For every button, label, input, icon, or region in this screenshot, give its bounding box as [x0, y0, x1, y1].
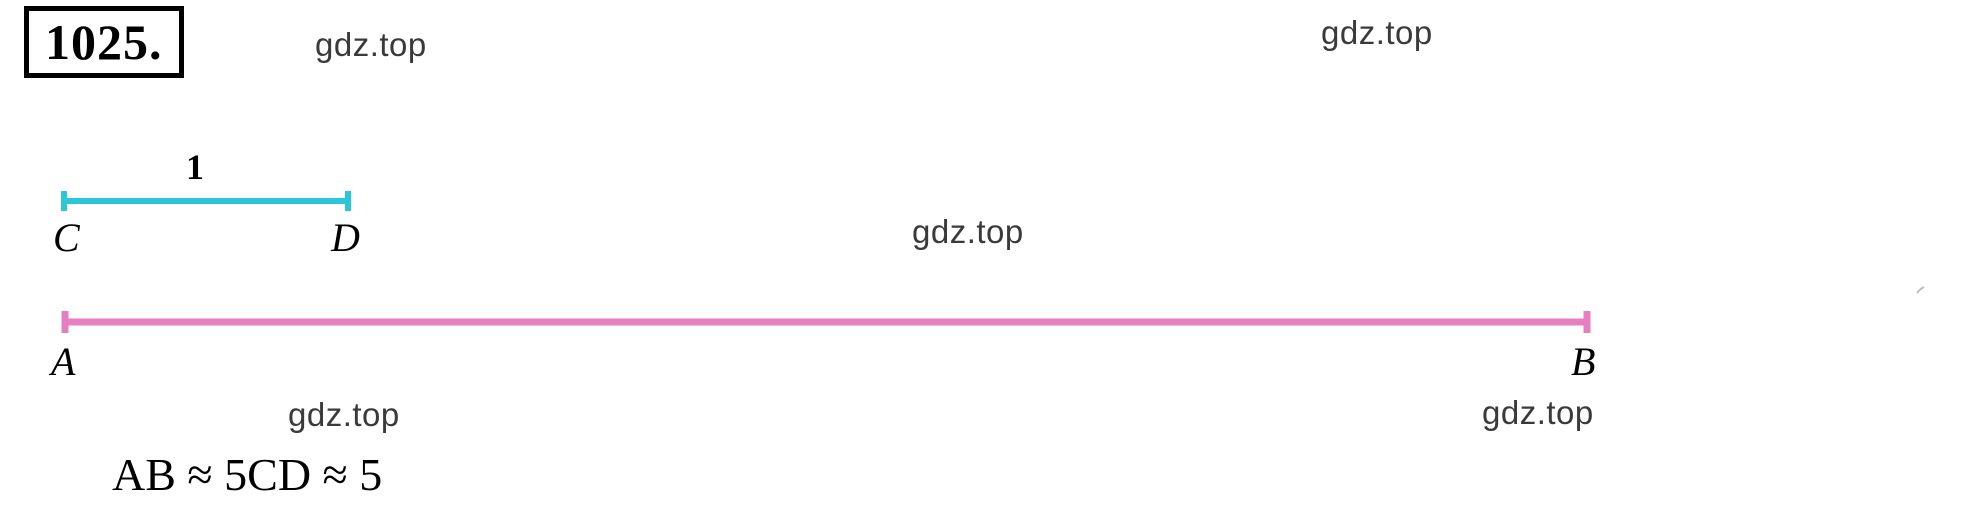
- segment-cd-label-right: D: [331, 214, 360, 261]
- problem-box: 1025.: [24, 6, 184, 78]
- problem-number: 1025.: [45, 14, 163, 70]
- formula-text: AB ≈ 5CD ≈ 5: [112, 448, 382, 501]
- segment-cd-top-label: 1: [186, 146, 204, 188]
- segment-ab-line: [61, 308, 1591, 336]
- watermark-text: gdz.top: [1482, 394, 1594, 432]
- segment-ab-label-right: B: [1571, 338, 1595, 385]
- watermark-text: gdz.top: [288, 396, 400, 434]
- segment-cd-line: [61, 188, 351, 214]
- stray-mark: [1915, 283, 1929, 297]
- watermark-text: gdz.top: [912, 213, 1024, 251]
- watermark-text: gdz.top: [315, 26, 427, 64]
- segment-cd: 1 C D: [61, 150, 361, 250]
- segment-ab: A B: [61, 302, 1621, 392]
- watermark-text: gdz.top: [1321, 14, 1433, 52]
- problem-box-border: 1025.: [24, 6, 184, 78]
- segment-ab-label-left: A: [51, 338, 75, 385]
- segment-cd-label-left: C: [53, 214, 80, 261]
